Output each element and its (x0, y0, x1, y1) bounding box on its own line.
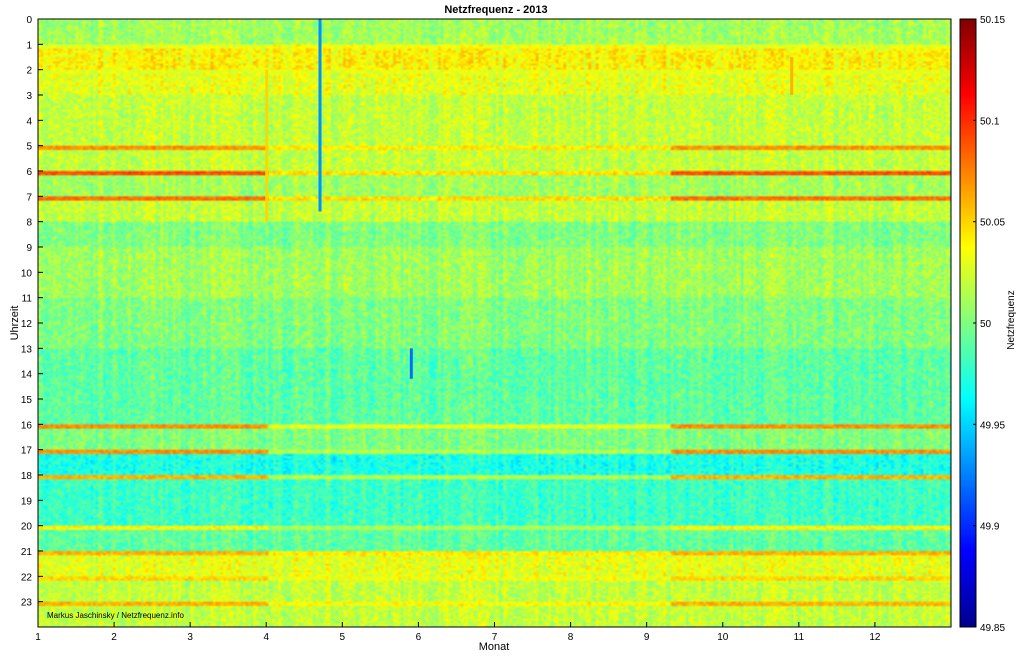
y-tick-label: 2 (26, 66, 32, 77)
anomaly-streak-2 (265, 69, 269, 222)
y-tick-label: 23 (21, 598, 33, 609)
x-tick-label: 9 (644, 632, 650, 643)
colorbar-tick-label: 50 (980, 319, 992, 330)
colorbar-tick-label: 50.1 (980, 116, 1000, 127)
y-tick-label: 4 (26, 116, 32, 127)
x-tick-label: 5 (340, 632, 346, 643)
y-tick-label: 0 (26, 15, 32, 26)
y-tick-label: 21 (21, 547, 33, 558)
y-tick-label: 13 (21, 344, 33, 355)
y-tick-label: 7 (26, 192, 32, 203)
y-tick-label: 5 (26, 142, 32, 153)
credit-text: Markus Jaschinsky / Netzfrequenz.info (47, 611, 184, 620)
y-tick-label: 19 (21, 496, 33, 507)
anomaly-streak-1 (409, 348, 413, 379)
colorbar-tick-label: 49.95 (980, 420, 1005, 431)
heatmap-image (38, 19, 951, 627)
x-tick-label: 12 (869, 632, 881, 643)
y-tick-label: 8 (26, 218, 32, 229)
y-tick-label: 6 (26, 167, 32, 178)
x-tick-label: 6 (416, 632, 422, 643)
y-tick-label: 3 (26, 91, 32, 102)
anomaly-streak-3 (790, 57, 794, 95)
colorbar-tick-label: 50.15 (980, 15, 1005, 26)
x-axis-label: Monat (479, 641, 510, 653)
y-tick-label: 9 (26, 243, 32, 254)
x-axis: 1 2 3 4 5 6 7 8 9 10 11 12 (35, 622, 881, 643)
anomaly-streak-0 (318, 19, 322, 212)
y-tick-label: 20 (21, 522, 33, 533)
y-tick-label: 15 (21, 395, 33, 406)
x-tick-label: 8 (568, 632, 574, 643)
colorbar-ticks: 50.15 50.1 50.05 50 49.95 49.9 49.85 (973, 15, 1005, 634)
x-tick-label: 10 (717, 632, 729, 643)
x-tick-label: 7 (492, 632, 498, 643)
x-tick-label: 3 (187, 632, 193, 643)
y-tick-label: 11 (22, 294, 33, 305)
chart-title: Netzfrequenz - 2013 (444, 4, 547, 16)
heatmap-area (38, 19, 951, 627)
colorbar-label: Netzfrequenz (1006, 290, 1017, 349)
y-tick-label: 1 (26, 40, 32, 51)
heatmap-overlays (265, 19, 794, 379)
y-tick-label: 22 (21, 572, 33, 583)
y-tick-label: 12 (21, 319, 33, 330)
y-tick-label: 18 (21, 471, 33, 482)
x-tick-label: 4 (263, 632, 269, 643)
x-tick-label: 2 (111, 632, 117, 643)
y-tick-label: 17 (21, 446, 33, 457)
colorbar-tick-label: 50.05 (980, 218, 1005, 229)
y-axis-label: Uhrzeit (9, 306, 21, 341)
colorbar-tick-label: 49.9 (980, 522, 1000, 533)
colorbar-tick-label: 49.85 (980, 623, 1005, 634)
x-tick-label: 1 (35, 632, 41, 643)
y-tick-label: 10 (21, 268, 33, 279)
y-tick-label: 16 (21, 420, 33, 431)
x-tick-label: 11 (794, 632, 805, 643)
y-tick-label: 14 (21, 370, 33, 381)
